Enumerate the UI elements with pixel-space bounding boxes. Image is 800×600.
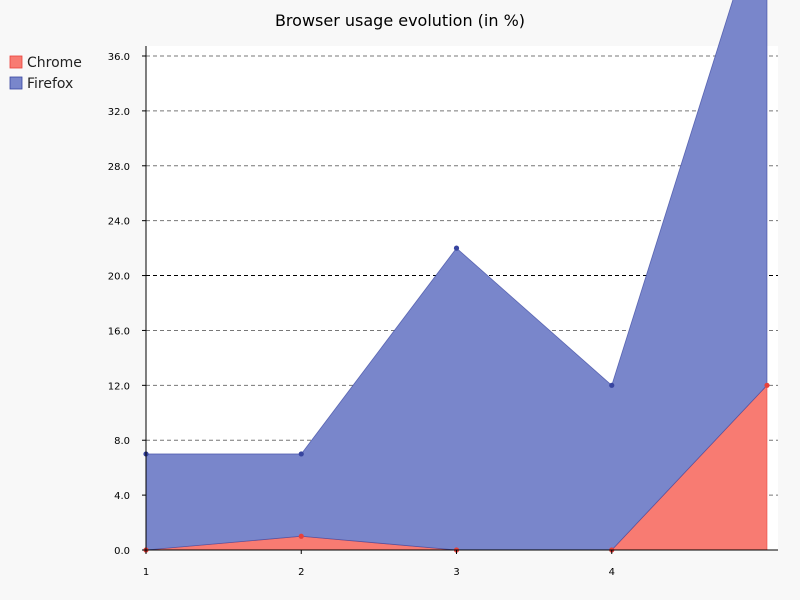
x-tick-label: 3 (453, 567, 459, 578)
point-chrome (298, 533, 304, 539)
axes (145, 46, 778, 551)
point-chrome (764, 382, 770, 388)
y-tick-label: 24.0 (108, 217, 130, 228)
chart-title: Browser usage evolution (in %) (275, 11, 525, 30)
y-tick-label: 28.0 (108, 162, 130, 173)
x-tick-label: 4 (609, 567, 615, 578)
point-firefox (609, 382, 615, 388)
y-tick-label: 16.0 (108, 326, 130, 337)
point-firefox (453, 245, 460, 251)
y-tick-label: 12.0 (108, 381, 130, 392)
x-tick-label: 2 (298, 567, 304, 578)
legend-label-chrome: Chrome (27, 55, 82, 71)
point-firefox (298, 451, 304, 457)
x-tick-label: 1 (143, 567, 149, 578)
series-points (143, 245, 770, 553)
y-tick-label: 8.0 (114, 436, 130, 447)
legend-swatch-firefox (9, 76, 23, 90)
y-tick-label: 20.0 (108, 272, 130, 283)
legend: Chrome Firefox (9, 55, 82, 92)
y-tick-label: 0.0 (114, 546, 130, 557)
legend-label-firefox: Firefox (27, 76, 73, 92)
x-tick-labels: 1 2 3 4 (143, 550, 615, 578)
y-tick-label: 4.0 (114, 491, 130, 502)
legend-swatch-chrome (9, 55, 23, 69)
y-tick-label: 32.0 (108, 107, 130, 118)
y-tick-labels: 0.0 4.0 8.0 12.0 16.0 20.0 24.0 28.0 32.0 36.0 (108, 52, 146, 557)
y-tick-label: 36.0 (108, 52, 130, 63)
